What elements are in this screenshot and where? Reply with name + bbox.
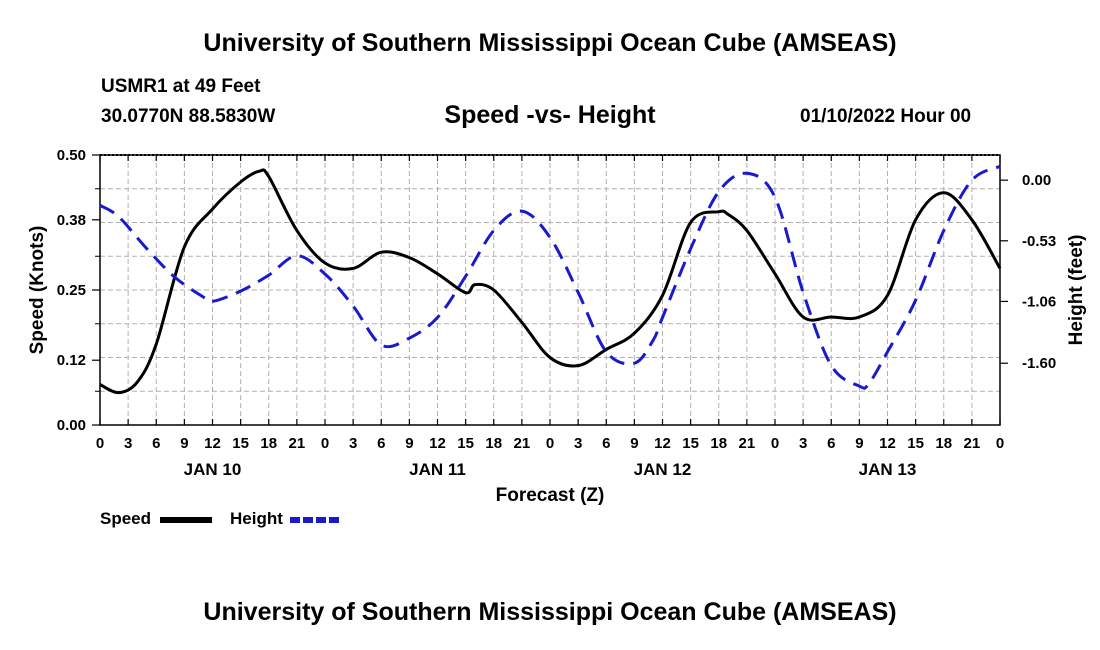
- x-tick-label: 21: [514, 435, 531, 452]
- x-tick-label: 9: [405, 435, 413, 452]
- x-tick-label: 0: [96, 435, 104, 452]
- x-tick-label: 21: [289, 435, 306, 452]
- y-right-tick-label: 0.00: [1022, 172, 1051, 189]
- x-tick-label: 21: [964, 435, 981, 452]
- legend-label-speed: Speed: [100, 509, 152, 528]
- footer-title: University of Southern Mississippi Ocean…: [203, 598, 897, 626]
- series-line-speed: [99, 168, 1002, 395]
- x-tick-label: 6: [377, 435, 385, 452]
- x-tick-label: 12: [429, 435, 446, 452]
- y-axis-right: 0.00 -0.53 -1.06 -1.60 Height (feet): [1000, 172, 1087, 372]
- series-line-height: [99, 165, 1001, 390]
- x-tick-label: 12: [654, 435, 671, 452]
- x-tick-label: 12: [879, 435, 896, 452]
- x-axis-label: Forecast (Z): [496, 485, 605, 506]
- chart-title: Speed -vs- Height: [444, 101, 656, 129]
- x-tick-label: 6: [152, 435, 160, 452]
- y-left-tick-label: 0.25: [57, 282, 86, 299]
- x-tick-label: 18: [260, 435, 277, 452]
- x-tick-label: 15: [682, 435, 699, 452]
- main-title: University of Southern Mississippi Ocean…: [203, 29, 897, 57]
- x-tick-label: 9: [630, 435, 638, 452]
- y-right-tick-label: -0.53: [1022, 233, 1056, 250]
- x-tick-label: 3: [574, 435, 582, 452]
- x-tick-label: 6: [602, 435, 610, 452]
- speed-vs-height-chart: 0 3 6 9 12 15 18 21 0 3 6 9 12 15 18 21 0 3 6 9 12 15 18 21 0 3 6 9…: [27, 147, 1087, 523]
- x-tick-label: 21: [739, 435, 756, 452]
- x-tick-label: 0: [321, 435, 329, 452]
- x-tick-label: 9: [855, 435, 863, 452]
- x-tick-label: 18: [710, 435, 727, 452]
- series-speed: [99, 168, 1002, 395]
- coordinates-label: 30.0770N 88.5830W: [101, 106, 276, 127]
- y-left-tick-label: 0.38: [57, 212, 86, 229]
- datetime-label: 01/10/2022 Hour 00: [800, 106, 972, 127]
- x-tick-label: 3: [799, 435, 807, 452]
- x-tick-label: 18: [935, 435, 952, 452]
- x-tick-label: 9: [180, 435, 188, 452]
- x-tick-label: 3: [349, 435, 357, 452]
- y-left-tick-label: 0.50: [57, 147, 86, 164]
- legend-label-height: Height: [230, 509, 283, 528]
- y-axis-right-label: Height (feet): [1066, 235, 1087, 346]
- y-axis-left: 0.00 0.12 0.25 0.38 0.50 Speed (Knots): [27, 147, 100, 434]
- y-axis-left-label: Speed (Knots): [27, 226, 48, 355]
- x-tick-label: 0: [546, 435, 554, 452]
- x-axis: 0 3 6 9 12 15 18 21 0 3 6 9 12 15 18 21 0 3 6 9 12 15 18 21 0 3 6 9…: [96, 155, 1004, 506]
- series-height: [99, 165, 1001, 390]
- station-label: USMR1 at 49 Feet: [101, 76, 261, 97]
- grid: [99, 154, 1001, 426]
- day-label: JAN 11: [409, 460, 466, 479]
- y-right-tick-label: -1.06: [1022, 293, 1056, 310]
- x-tick-label: 0: [996, 435, 1004, 452]
- y-left-tick-label: 0.00: [57, 417, 86, 434]
- day-label: JAN 12: [634, 460, 692, 479]
- x-tick-label: 3: [124, 435, 132, 452]
- x-tick-label: 15: [907, 435, 924, 452]
- day-label: JAN 13: [859, 460, 917, 479]
- y-right-tick-label: -1.60: [1022, 355, 1056, 372]
- y-left-tick-label: 0.12: [57, 352, 86, 369]
- x-tick-label: 15: [232, 435, 249, 452]
- x-tick-label: 12: [204, 435, 221, 452]
- day-label: JAN 10: [184, 460, 242, 479]
- x-tick-label: 15: [457, 435, 474, 452]
- x-tick-label: 0: [771, 435, 779, 452]
- x-tick-label: 6: [827, 435, 835, 452]
- x-tick-label: 18: [485, 435, 502, 452]
